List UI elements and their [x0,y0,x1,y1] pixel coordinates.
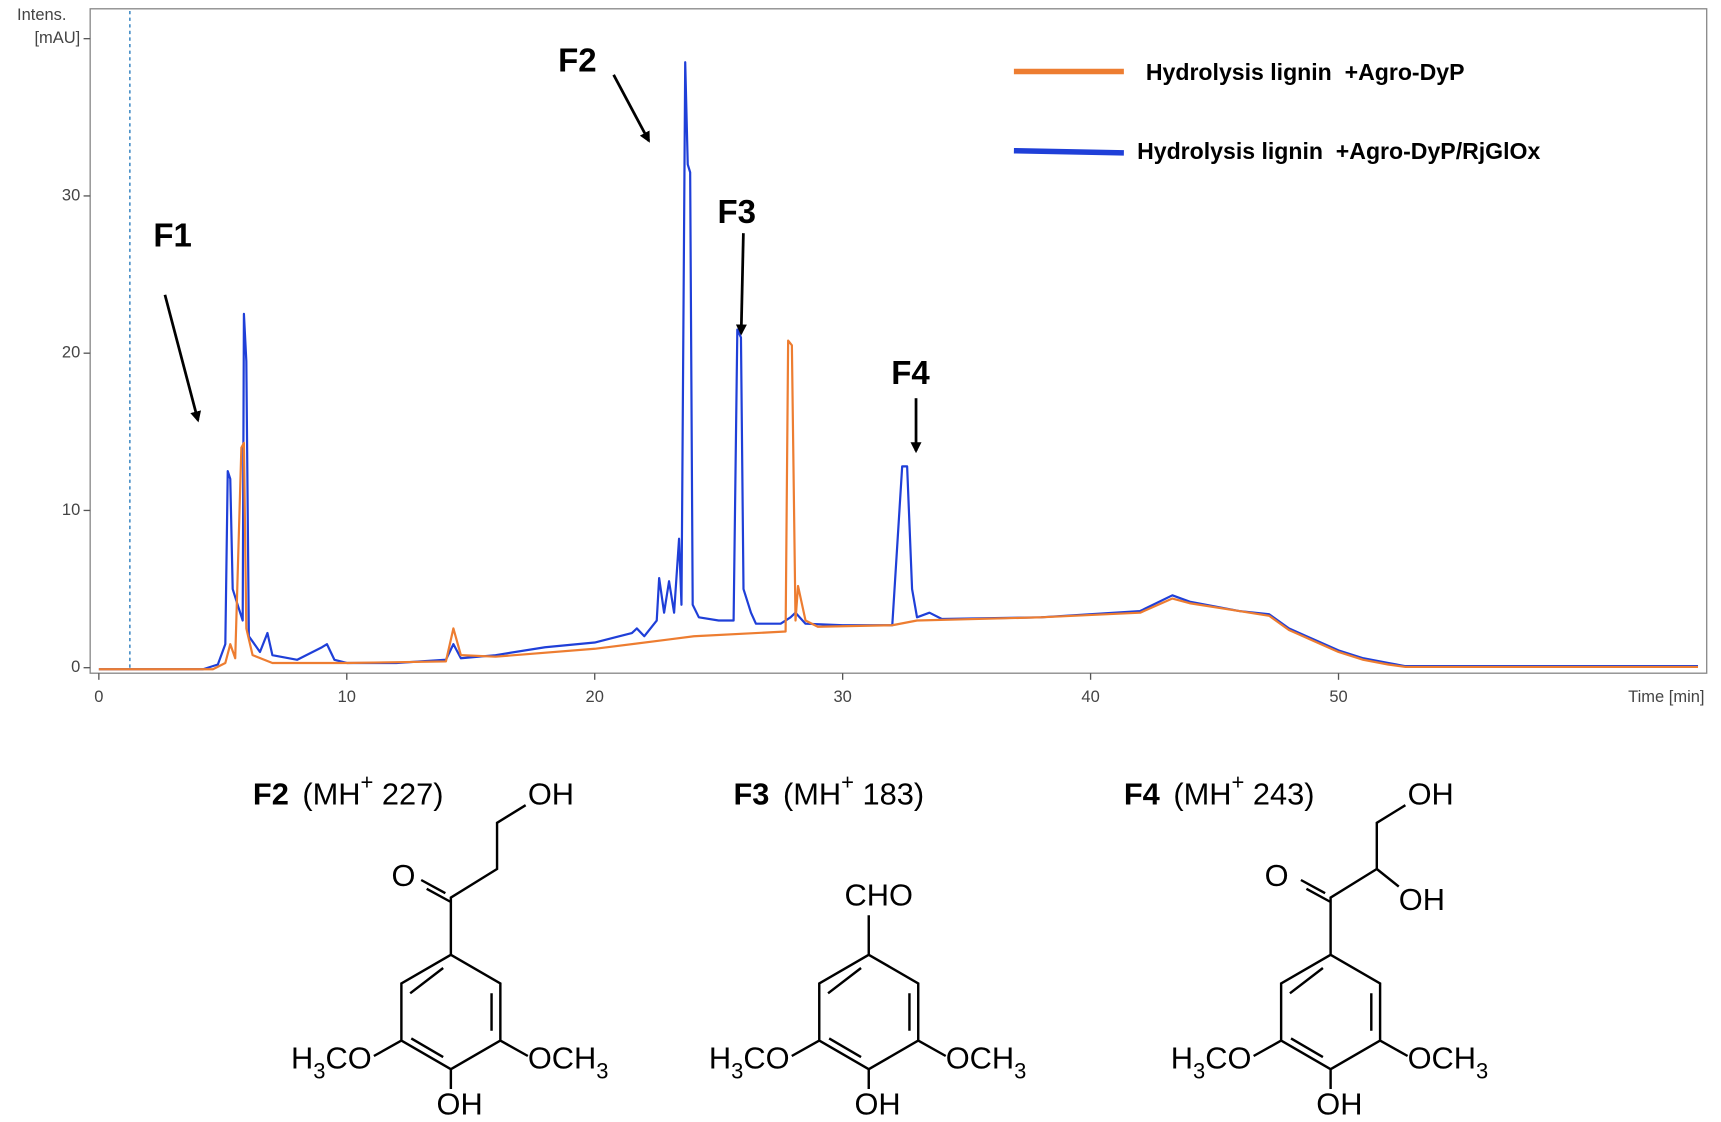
structure-f4: F4 (MH+ 243) OH O OH H3CO OCH3 OH [1124,770,1488,1122]
x-tick-label: 20 [586,688,604,706]
y-tick-label: [mAU] [34,29,80,47]
bonds [1253,804,1409,1089]
atom-label: OCH3 [528,1041,609,1084]
legend-swatch [1013,147,1124,156]
atom-label: OH [1408,777,1454,812]
structure-f2: F2 (MH+ 227) OH O H3CO OCH3 OH [253,770,609,1122]
x-axis-label: Time [min] [1628,688,1704,706]
y-axis-label: Intens. [17,6,66,24]
atom-label: OH [1316,1087,1362,1122]
atom-label: OH [1399,882,1445,917]
structure-ion: (MH+ 183) [783,770,924,812]
x-tick-label: 50 [1329,688,1347,706]
atom-label: H3CO [291,1041,372,1084]
plot-frame [89,8,1708,674]
structure-name: F3 [733,777,769,812]
legend-label: Hydrolysis lignin +Agro-DyP/RjGlOx [1137,138,1540,164]
atom-label: OCH3 [1408,1041,1489,1084]
atom-label: OH [437,1087,483,1122]
y-tick-label: 20 [62,344,80,362]
structure-f3: F3 (MH+ 183) CHO H3CO OCH3 OH [709,770,1026,1122]
peak-label: F3 [718,193,756,230]
legend-label: Hydrolysis lignin +Agro-DyP [1146,59,1465,85]
atom-label: CHO [845,878,913,913]
y-tick-label: 30 [62,186,80,204]
chromatogram: 0 10 20 30 [mAU] Intens. 0 10 20 30 40 50 Time [min]… [17,6,1708,706]
peak-arrow [163,294,202,423]
structure-name: F2 [253,777,289,812]
x-tick-label: 40 [1081,688,1099,706]
bonds [373,804,529,1089]
atom-label: O [391,858,415,893]
peak-arrow [612,74,651,143]
y-tick-label: 10 [62,501,80,519]
peak-label: F2 [558,41,596,78]
x-tick-label: 10 [338,688,356,706]
atom-label: H3CO [709,1041,790,1084]
atom-label: O [1265,858,1289,893]
structure-ion: (MH+ 243) [1173,770,1314,812]
structure-ion: (MH+ 227) [302,770,443,812]
series-line [98,339,1699,671]
peak-label: F4 [891,354,930,391]
y-tick-label: 0 [71,658,80,676]
atom-label: OCH3 [946,1041,1027,1084]
structure-name: F4 [1124,777,1160,812]
peak-label: F1 [153,216,191,253]
atom-label: OH [528,777,574,812]
bonds [791,915,947,1089]
x-tick-label: 0 [94,688,103,706]
atom-label: OH [854,1087,900,1122]
x-tick-label: 30 [833,688,851,706]
atom-label: H3CO [1171,1041,1252,1084]
peak-arrow [735,233,747,336]
